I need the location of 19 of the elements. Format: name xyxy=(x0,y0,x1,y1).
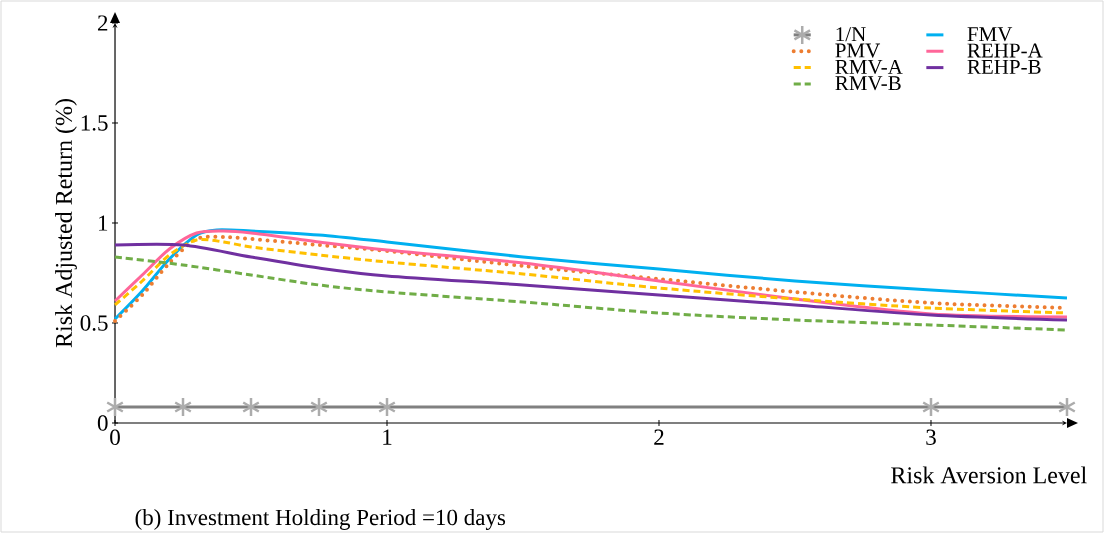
x-tick-label: 3 xyxy=(926,429,936,445)
y-tick-label: 1 xyxy=(99,215,108,231)
legend-label: 1/N xyxy=(836,27,866,42)
y-tick-label: 1.5 xyxy=(81,115,108,131)
legend-label: RMV-A xyxy=(835,59,903,75)
y-tick-label: 0 xyxy=(97,415,108,431)
legend-label: FMV xyxy=(967,27,1013,42)
x-tick-label: 0 xyxy=(110,429,120,446)
y-tick-label: 2 xyxy=(97,15,108,31)
x-axis-title: Risk Aversion Level xyxy=(891,466,1087,484)
y-tick-label: 0.5 xyxy=(80,315,108,331)
x-tick-label: 2 xyxy=(654,429,664,445)
legend-label: REHP-A xyxy=(967,43,1043,58)
x-tick-label: 1 xyxy=(383,429,392,445)
y-axis-title: Risk Adjusted Return (%) xyxy=(55,99,77,348)
legend-label: REHP-B xyxy=(967,59,1041,74)
legend-label: PMV xyxy=(835,43,881,58)
text: (b) Investment Holding Period =10 days xyxy=(135,509,506,530)
legend-label: RMV-B xyxy=(835,76,901,91)
